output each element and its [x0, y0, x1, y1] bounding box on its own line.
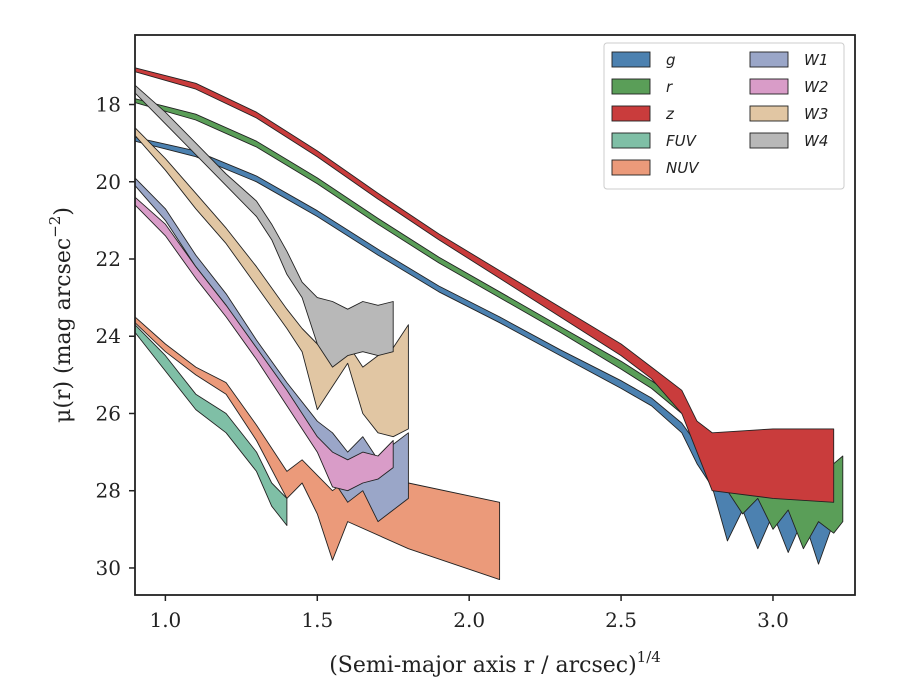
band-z	[134, 67, 835, 503]
legend-swatch-w4	[749, 132, 789, 149]
band-w4	[134, 84, 394, 368]
legend-label-w2: W2	[804, 78, 828, 96]
x-tick-label: 2.0	[453, 608, 485, 632]
legend-label-w4: W4	[804, 132, 828, 150]
legend-swatch-nuv	[611, 159, 651, 176]
y-axis-title-superscript: −2	[46, 216, 64, 238]
legend-swatch-g	[611, 51, 651, 68]
legend: grz FUV NUV W1 W2 W3 W4	[603, 42, 845, 190]
legend-label-z: z	[665, 105, 675, 123]
x-axis-title-text: (Semi-major axis r / arcsec)	[329, 653, 636, 678]
x-axis-title-superscript: 1/4	[637, 648, 661, 666]
legend-swatch-w3	[749, 105, 789, 122]
y-tick-label: 24	[96, 324, 121, 348]
plot-frame	[134, 34, 856, 596]
axis-ticks: 1.0 1.5 2.0 2.5 3.0 18 20 22 24 26 28 30	[96, 93, 789, 632]
legend-label-g: g	[666, 51, 676, 69]
x-axis-title: (Semi-major axis r / arcsec)1/4	[329, 648, 661, 678]
x-tick-label: 1.5	[301, 608, 333, 632]
y-tick-label: 22	[96, 247, 121, 271]
y-tick-label: 20	[96, 170, 121, 194]
profile-bands	[134, 67, 844, 581]
x-tick-label: 3.0	[757, 608, 789, 632]
legend-label-w3: W3	[804, 105, 828, 123]
legend-swatch-z	[611, 105, 651, 122]
legend-label-r: r	[666, 78, 673, 96]
y-axis-title-text: μ(r) (mag arcsec	[51, 238, 76, 423]
legend-label-nuv: NUV	[666, 159, 700, 177]
legend-swatch-w1	[749, 51, 789, 68]
y-tick-label: 26	[96, 401, 121, 425]
legend-swatch-fuv	[611, 132, 651, 149]
legend-swatch-r	[611, 78, 651, 95]
band-nuv	[134, 316, 501, 581]
y-axis-title: μ(r) (mag arcsec−2)	[46, 207, 76, 423]
y-tick-label: 28	[96, 479, 121, 503]
legend-label-fuv: FUV	[666, 132, 698, 150]
y-tick-label: 18	[96, 93, 121, 117]
legend-label-w1: W1	[804, 51, 828, 69]
band-r	[134, 98, 844, 550]
x-tick-label: 1.0	[149, 608, 181, 632]
band-w2	[134, 196, 394, 492]
legend-swatch-w2	[749, 78, 789, 95]
y-axis-title-suffix: )	[51, 207, 76, 216]
band-fuv	[134, 324, 288, 526]
x-tick-label: 2.5	[605, 608, 637, 632]
y-tick-label: 30	[96, 556, 121, 580]
